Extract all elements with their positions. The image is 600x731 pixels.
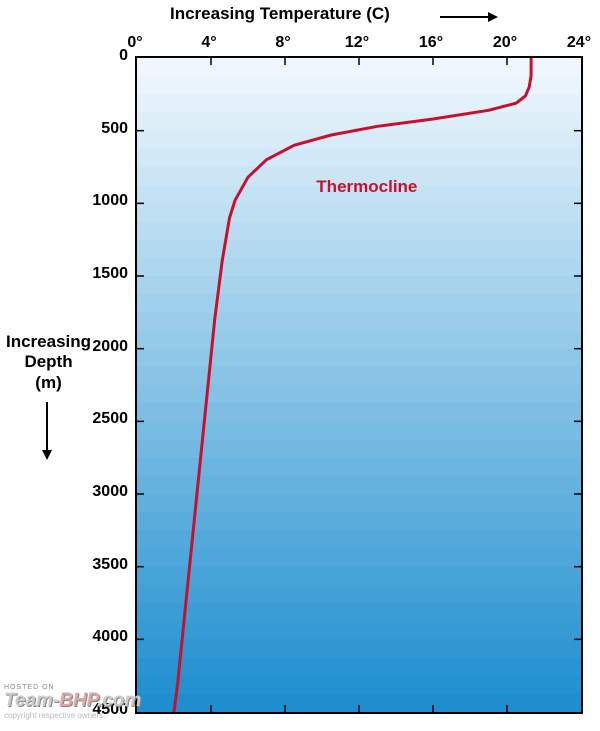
- thermocline-label: Thermocline: [316, 177, 417, 197]
- y-tick-label: 3500: [92, 556, 128, 574]
- thermocline-chart: { "chart": { "type": "line", "x_axis": {…: [0, 0, 600, 731]
- y-tick-label: 0: [119, 47, 128, 65]
- background-gradient: [137, 58, 581, 712]
- plot-area: [135, 56, 583, 714]
- y-axis-title-line: Increasing: [6, 332, 91, 351]
- arrow-down-icon: [40, 402, 54, 462]
- arrow-right-icon: [440, 10, 500, 24]
- plot-svg: [137, 58, 581, 712]
- x-axis-title: Increasing Temperature (C): [170, 4, 390, 24]
- x-tick-label: 4°: [201, 34, 216, 52]
- x-tick-label: 0°: [127, 34, 142, 52]
- x-tick-label: 8°: [275, 34, 290, 52]
- y-axis-title: Increasing Depth (m): [6, 332, 91, 393]
- x-tick-label: 12°: [345, 34, 369, 52]
- watermark: HOSTED ON Team-BHP.com copyright respect…: [4, 684, 141, 721]
- watermark-brand: Team-BHP.com: [4, 691, 141, 712]
- y-tick-label: 3000: [92, 483, 128, 501]
- x-tick-label: 24°: [567, 34, 591, 52]
- x-tick-label: 20°: [493, 34, 517, 52]
- y-axis-title-line: (m): [35, 373, 61, 392]
- y-tick-label: 1500: [92, 265, 128, 283]
- watermark-copy: copyright respective owners: [4, 712, 141, 721]
- y-tick-label: 2500: [92, 410, 128, 428]
- y-tick-label: 4000: [92, 628, 128, 646]
- y-tick-label: 500: [101, 120, 128, 138]
- y-tick-label: 2000: [92, 338, 128, 356]
- y-axis-title-line: Depth: [24, 352, 72, 371]
- x-tick-label: 16°: [419, 34, 443, 52]
- y-tick-label: 1000: [92, 192, 128, 210]
